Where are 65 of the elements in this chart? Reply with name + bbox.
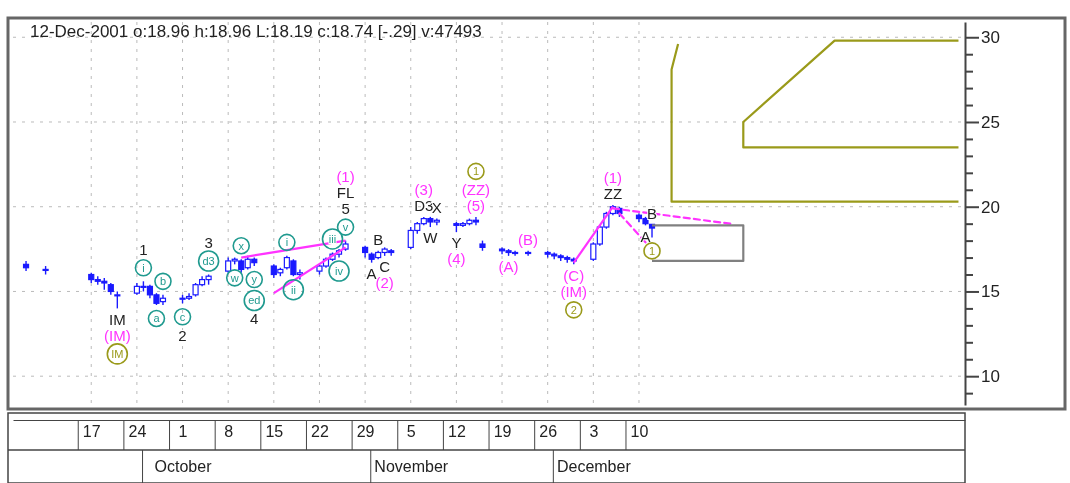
annotation: ii [290, 283, 296, 296]
annotation: (1) [603, 169, 623, 187]
x-tick-label: 10 [630, 423, 649, 441]
x-tick-label: 12 [448, 423, 466, 441]
annotation: X [431, 198, 442, 216]
x-tick-label: 8 [224, 423, 234, 441]
x-tick-label: 15 [265, 423, 284, 441]
annotation: (5) [466, 197, 486, 215]
annotation: (1) [336, 167, 355, 185]
annotation: (IM) [104, 326, 131, 344]
annotation: x [238, 239, 245, 252]
chart-title: 12-Dec-2001 o:18.96 h:18.96 L:18.19 c:18.74 [-.29] v:47493 [30, 22, 482, 41]
annotation: i [142, 261, 145, 274]
annotation: ZZ [603, 185, 623, 203]
x2-tick-label: October [154, 458, 213, 476]
x2-tick-label: December [556, 458, 632, 476]
annotation: A [366, 264, 377, 282]
x-tick-label: 24 [128, 423, 147, 441]
y-tick-label: 10 [981, 367, 1000, 387]
x-tick-label: 22 [311, 423, 329, 441]
annotation: w [229, 271, 239, 284]
annotation: 5 [341, 199, 350, 217]
annotation: v [342, 220, 349, 233]
annotation: i [285, 236, 289, 249]
annotation: 4 [250, 310, 259, 328]
annotation: 2 [570, 303, 577, 316]
annotation: iii [328, 232, 337, 245]
y-tick-label: 20 [981, 197, 1000, 217]
annotation: b [159, 275, 167, 288]
annotation: C [379, 258, 391, 276]
annotation: (3) [414, 181, 433, 199]
annotation: 1 [648, 244, 656, 257]
annotation: c [179, 310, 186, 323]
x2-tick-label: November [374, 458, 449, 476]
annotation: W [423, 229, 439, 247]
x-tick-label: 5 [406, 423, 416, 441]
x-tick-label: 17 [82, 423, 101, 441]
annotation: (C) [563, 266, 585, 284]
annotation: y [251, 273, 258, 286]
annotation: 1 [472, 165, 480, 178]
x-tick-label: 26 [539, 423, 558, 441]
annotation: a [153, 312, 161, 325]
annotation: (B) [518, 231, 539, 249]
annotation: B [373, 231, 384, 249]
y-tick-label: 30 [981, 28, 1000, 48]
annotation: IM [108, 310, 126, 328]
x-tick-label: 19 [493, 423, 512, 441]
annotation: (ZZ) [461, 181, 491, 199]
y-tick-label: 15 [981, 282, 1000, 302]
annotation: (A) [498, 258, 519, 276]
annotation: (2) [375, 274, 394, 292]
annotation: 2 [178, 326, 187, 344]
x-tick-label: 29 [356, 423, 375, 441]
x-tick-label: 1 [178, 423, 188, 441]
annotation: iv [335, 264, 344, 277]
annotation: Y [451, 234, 462, 252]
annotation: (4) [447, 250, 466, 268]
annotation: 1 [139, 240, 148, 258]
annotation: d3 [202, 254, 215, 267]
annotation: A [640, 227, 651, 245]
y-tick-label: 25 [981, 112, 1000, 132]
x-tick-label: 3 [589, 423, 599, 441]
annotation: ed [248, 294, 261, 307]
annotation: 3 [204, 233, 213, 251]
annotation: IM [111, 347, 124, 360]
